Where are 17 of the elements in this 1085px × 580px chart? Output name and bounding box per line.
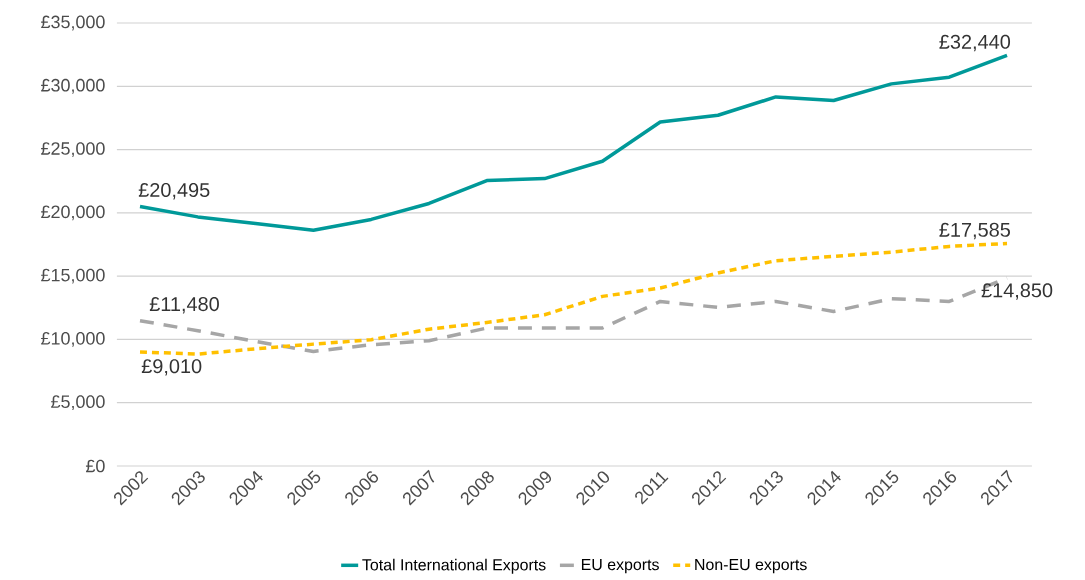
legend-label: EU exports [581, 559, 659, 574]
legend-label: Total International Exports [362, 558, 546, 574]
legend-label: Non-EU exports [695, 559, 807, 574]
y-tick-label: £35,000 [41, 15, 105, 31]
data-label: £32,440 [939, 34, 1011, 52]
data-label: £14,850 [981, 283, 1053, 300]
y-tick-label: £10,000 [41, 332, 105, 347]
y-tick-label: £5,000 [51, 395, 105, 411]
y-tick-label: £25,000 [41, 142, 105, 157]
data-label: £20,495 [138, 182, 210, 200]
data-label: £17,585 [939, 222, 1010, 240]
y-tick-label: £20,000 [41, 205, 105, 221]
data-label: £11,480 [149, 297, 219, 314]
y-tick-label: £0 [85, 459, 105, 473]
y-tick-label: £15,000 [41, 268, 105, 284]
data-label: £9,010 [141, 359, 202, 376]
y-tick-label: £30,000 [41, 78, 105, 94]
